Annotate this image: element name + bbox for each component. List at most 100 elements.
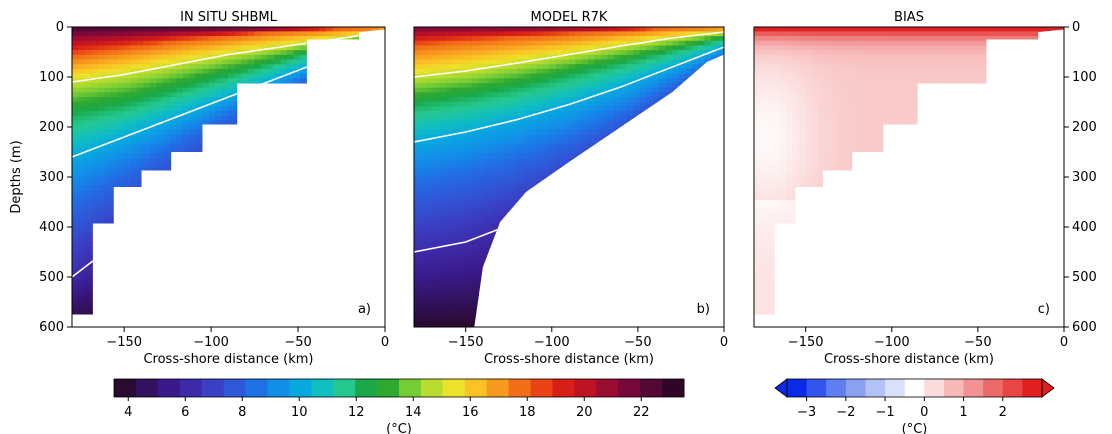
colorbar-tick-label: 10: [291, 405, 308, 420]
colorbar-tick-label: 6: [181, 405, 189, 420]
y-axis-label: Depths (m): [9, 140, 24, 213]
colorbar-tick-label: 16: [462, 405, 479, 420]
colorbar-tick-label: 4: [124, 405, 132, 420]
colorbar-swatch: [289, 379, 312, 397]
panel-title: BIAS: [894, 10, 924, 25]
colorbar-swatch: [179, 379, 203, 397]
panel-b: [413, 26, 725, 332]
colorbar-swatch: [486, 379, 510, 397]
colorbar-bias: [774, 378, 1055, 401]
colorbar-tick-label: 14: [405, 405, 422, 420]
colorbar-tick-label: −1: [875, 405, 894, 420]
colorbar-swatch: [574, 379, 597, 397]
colorbar-swatch: [377, 379, 400, 397]
colorbar-tick-label: −3: [797, 405, 816, 420]
colorbar-swatch: [924, 379, 945, 397]
colorbar-swatch: [135, 379, 159, 397]
y-tick-label: 200: [39, 120, 64, 135]
colorbar-swatch: [826, 379, 847, 397]
colorbar-tick-label: 2: [999, 405, 1007, 420]
colorbar-tick-label: 12: [348, 405, 365, 420]
colorbar-swatch: [311, 379, 334, 397]
colorbar-swatch: [618, 379, 641, 397]
x-tick-label: −50: [284, 335, 311, 350]
y-tick-label: 600: [1072, 320, 1097, 335]
y-tick-label: 100: [39, 70, 64, 85]
x-tick-label: −50: [964, 335, 991, 350]
colorbar-tick-label: 0: [920, 405, 928, 420]
x-tick-label: 0: [720, 335, 728, 350]
panel-a: [67, 26, 386, 332]
colorbar-swatch: [420, 379, 444, 397]
colorbar-tick-label: 22: [633, 405, 650, 420]
colorbar-swatch: [157, 379, 181, 397]
colorbar-swatch: [865, 379, 886, 397]
colorbar-swatch: [885, 379, 906, 397]
panel-label: b): [697, 302, 710, 317]
colorbar-swatch: [963, 379, 984, 397]
x-tick-label: −100: [193, 335, 229, 350]
colorbar-swatch: [245, 379, 268, 397]
y-tick-label: 500: [1072, 270, 1097, 285]
y-tick-label: 0: [56, 20, 64, 35]
colorbar-swatch: [845, 379, 866, 397]
colorbar-swatch: [1022, 379, 1043, 397]
colorbar-swatch: [530, 379, 553, 397]
colorbar-tick-label: −2: [836, 405, 855, 420]
colorbar-swatch: [508, 379, 532, 397]
y-tick-label: 400: [39, 220, 64, 235]
field-2: [754, 27, 1064, 315]
y-tick-label: 300: [1072, 170, 1097, 185]
colorbar-swatch: [267, 379, 290, 397]
panel-title: IN SITU SHBML: [180, 10, 278, 25]
colorbar-swatch: [806, 379, 827, 397]
colorbar-swatch: [640, 379, 663, 397]
axes-frame-1: [413, 26, 725, 328]
x-tick-label: −150: [106, 335, 142, 350]
colorbar-swatch: [223, 379, 247, 397]
colorbar-swatch: [904, 379, 925, 397]
colorbar-swatch: [333, 379, 356, 397]
x-axis-label: Cross-shore distance (km): [484, 352, 654, 367]
panel-label: a): [358, 302, 371, 317]
colorbar-tick-label: 18: [519, 405, 536, 420]
colorbar-swatch: [596, 379, 619, 397]
panel-title: MODEL R7K: [531, 10, 608, 25]
colorbar-tick-label: 1: [959, 405, 967, 420]
colorbar-min-arrow: [774, 378, 788, 398]
x-tick-label: 0: [381, 335, 389, 350]
colorbar-swatch: [399, 379, 422, 397]
y-tick-label: 0: [1072, 20, 1080, 35]
y-tick-label: 400: [1072, 220, 1097, 235]
colorbar-max-arrow: [1041, 378, 1055, 398]
x-tick-label: −50: [624, 335, 651, 350]
x-tick-label: −150: [448, 335, 484, 350]
isotherm-10: [414, 46, 724, 143]
panel-label: c): [1038, 302, 1050, 317]
colorbar-temperature: [113, 378, 685, 401]
y-tick-label: 500: [39, 270, 64, 285]
x-tick-label: −100: [534, 335, 570, 350]
isotherm-15: [414, 31, 724, 78]
x-tick-label: −150: [788, 335, 824, 350]
colorbar-swatch: [552, 379, 575, 397]
colorbar-swatch: [662, 379, 685, 397]
x-axis-label: Cross-shore distance (km): [824, 352, 994, 367]
field-0: [72, 27, 385, 315]
colorbar-swatch: [1002, 379, 1023, 397]
y-tick-label: 100: [1072, 70, 1097, 85]
colorbar-label: (°C): [386, 422, 412, 434]
y-tick-label: 600: [39, 320, 64, 335]
colorbar-swatch: [464, 379, 488, 397]
colorbar-swatch: [355, 379, 378, 397]
colorbar-swatch: [201, 379, 225, 397]
x-axis-label: Cross-shore distance (km): [143, 352, 313, 367]
colorbar-tick-label: 20: [576, 405, 593, 420]
colorbar-label: (°C): [902, 422, 928, 434]
isotherm-15: [72, 31, 385, 83]
colorbar-frame: [113, 378, 685, 398]
colorbar-frame: [786, 378, 1043, 398]
y-tick-label: 200: [1072, 120, 1097, 135]
colorbar-swatch: [787, 379, 808, 397]
